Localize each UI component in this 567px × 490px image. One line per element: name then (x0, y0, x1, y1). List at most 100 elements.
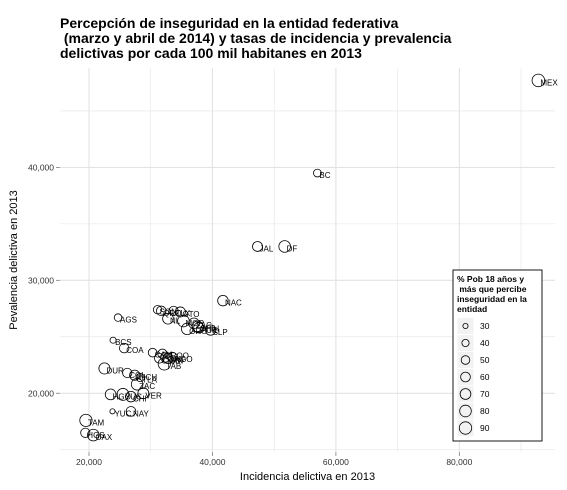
x-axis-title: Incidencia delictiva en 2013 (240, 471, 375, 483)
point-label: CAM (155, 351, 173, 360)
data-point (154, 352, 165, 364)
data-point (193, 322, 205, 334)
legend-label: 50 (480, 355, 490, 365)
point-label: AGS (120, 316, 137, 325)
legend-symbol (460, 355, 471, 365)
point-label: TLX (176, 309, 191, 318)
point-label: TLA (142, 375, 157, 384)
data-point (113, 313, 123, 322)
data-point (137, 387, 150, 400)
data-point (122, 367, 133, 379)
legend-label: 70 (480, 389, 490, 399)
x-tick-label: 60,000 (323, 457, 349, 467)
data-point (119, 342, 130, 354)
data-point (129, 369, 141, 381)
point-label: NAC (225, 299, 242, 308)
legend-title-line: inseguridad en la (457, 294, 527, 304)
data-point (87, 428, 100, 442)
legend-title-line: % Pob 18 años y (457, 274, 524, 284)
point-label: MOR (185, 319, 204, 328)
legend-key (456, 334, 475, 352)
x-tick-label: 80,000 (446, 457, 472, 467)
point-label: NL (170, 317, 181, 326)
title-line: Percepción de inseguridad en la entidad … (60, 15, 399, 31)
legend-symbol (462, 323, 469, 329)
x-axis-ticks: 20,000 40,000 60,000 80,000 (76, 452, 473, 467)
data-point (313, 168, 322, 178)
data-point (531, 73, 546, 88)
point-label: SIN (170, 356, 184, 365)
point-label: YUC (125, 392, 142, 401)
data-point (278, 240, 291, 253)
point-label: ZAC (139, 382, 155, 391)
title-line: (marzo y abril de 2014) y tasas de incid… (60, 30, 452, 46)
point-label: PUE (201, 326, 217, 335)
y-axis-ticks: 20,000 30,000 40,000 (28, 162, 60, 398)
legend-title-line: entidad (457, 304, 487, 314)
point-label: VER (145, 391, 162, 400)
point-label: COL (129, 371, 146, 380)
point-label: COA (126, 346, 144, 355)
data-point (80, 427, 91, 438)
title-line: delictivas por cada 100 mil habitanes en… (60, 45, 362, 61)
data-point (116, 388, 130, 401)
data-point (98, 362, 111, 375)
point-label: OAX (95, 433, 113, 442)
point-label: MICH (137, 373, 158, 382)
data-point (135, 372, 145, 383)
y-tick-label: 40,000 (28, 162, 54, 172)
point-label: YUC (114, 409, 131, 418)
y-axis-title: Pevalencia delictiva en 2013 (8, 190, 20, 329)
point-label: CHI (133, 395, 147, 404)
legend-label: 80 (480, 406, 490, 416)
point-label: QROO (164, 352, 188, 361)
x-tick-label: 40,000 (199, 457, 225, 467)
chart-title: Percepción de inseguridad en la entidad … (60, 15, 452, 61)
point-label: OAX (168, 355, 186, 364)
data-point (205, 324, 217, 336)
legend-symbol (459, 388, 472, 400)
data-point (167, 351, 178, 363)
legend-label: 40 (480, 338, 490, 348)
data-point (109, 408, 116, 415)
point-label: CHIH (200, 325, 220, 334)
legend-label: 30 (480, 321, 490, 331)
data-point (168, 305, 179, 316)
legend-symbol (460, 371, 471, 383)
legend-symbol (459, 404, 472, 418)
legend-label: 60 (480, 372, 490, 382)
legend-symbol (461, 338, 470, 348)
point-label: SON (160, 308, 178, 317)
legend-label: 90 (480, 423, 490, 433)
point-label: BC (319, 171, 330, 180)
point-label: TAM (88, 418, 105, 427)
data-point (109, 336, 117, 344)
point-label: TAB (166, 362, 181, 371)
point-label: SLP (213, 328, 228, 337)
point-label: DF (287, 244, 298, 253)
point-label: HGS (87, 431, 104, 440)
data-point (181, 322, 194, 336)
point-label: HGO (113, 392, 131, 401)
point-label: NAY (133, 409, 150, 418)
point-label: ZAC (196, 321, 212, 330)
x-tick-label: 20,000 (76, 457, 102, 467)
point-label: HGO (174, 355, 192, 364)
data-point (125, 390, 137, 403)
legend-key (456, 317, 475, 335)
data-point (157, 357, 171, 371)
data-point (130, 378, 144, 391)
y-tick-label: 30,000 (28, 275, 54, 285)
y-tick-label: 20,000 (28, 388, 54, 398)
data-point (147, 347, 158, 358)
legend-key (456, 351, 475, 369)
size-legend: % Pob 18 años y más que percibeinsegurid… (452, 269, 543, 442)
data-point (104, 388, 117, 401)
data-point (217, 294, 229, 307)
data-point (125, 406, 137, 417)
point-label: MEX (540, 78, 558, 87)
data-point (252, 241, 263, 252)
point-label: JAL (260, 244, 274, 253)
